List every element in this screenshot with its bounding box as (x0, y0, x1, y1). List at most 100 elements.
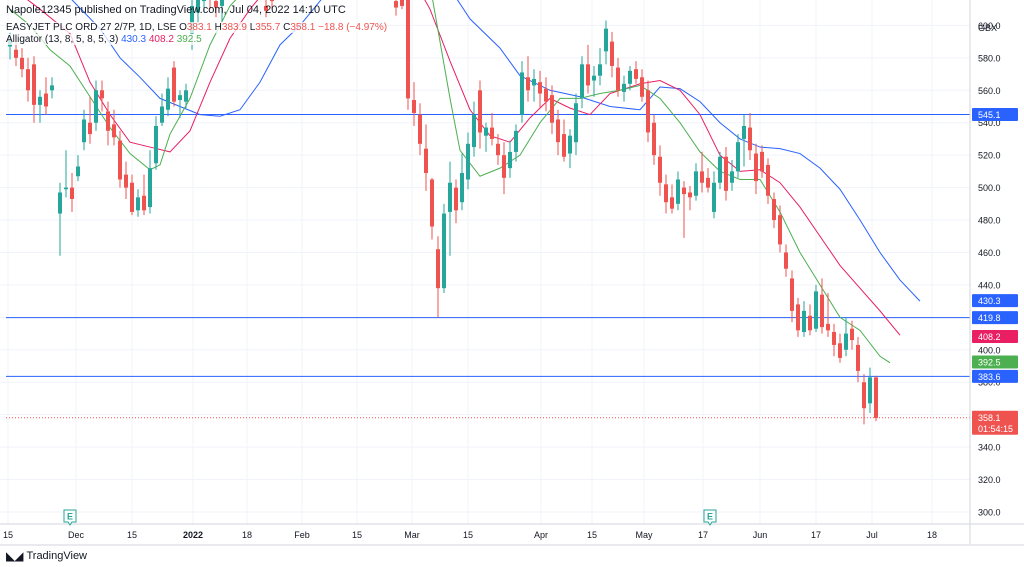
indicator-legend[interactable]: Alligator (13, 8, 5, 8, 5, 3) 430.3 408.… (6, 34, 202, 45)
candle-body (214, 1, 218, 8)
candle-down (424, 124, 428, 191)
candle-body (64, 187, 68, 190)
candle-down (20, 48, 24, 78)
candle-body (604, 28, 608, 52)
candle-body (50, 85, 54, 91)
candle-up (196, 0, 200, 26)
candle-down (562, 119, 566, 162)
candle-up (178, 90, 182, 118)
candle-down (646, 80, 650, 143)
symbol-legend[interactable]: EASYJET PLC ORD 27 2/7P, 1D, LSE O383.1 … (6, 22, 388, 33)
candle-body (478, 90, 482, 133)
candle-body (802, 310, 806, 332)
candle-body (220, 0, 224, 6)
candle-up (508, 140, 512, 178)
candle-body (32, 64, 36, 105)
candle-body (748, 127, 752, 151)
candle-body (676, 179, 680, 204)
candle-body (730, 171, 734, 183)
x-tick-label: May (635, 530, 653, 540)
candle-down (754, 143, 758, 195)
price-label-box (972, 329, 1018, 343)
candle-body (850, 328, 854, 341)
candle-down (394, 0, 398, 16)
candle-body (26, 69, 30, 91)
ohlc-close-label: C (283, 22, 291, 33)
candle-down (796, 297, 800, 337)
candle-body (820, 294, 824, 328)
candle-body (526, 77, 530, 91)
candle-body (178, 95, 182, 101)
tradingview-logo-text: TradingView (26, 550, 88, 562)
candle-body (754, 153, 758, 182)
y-tick-label: 440.0 (978, 280, 1001, 290)
candle-body (760, 151, 764, 172)
candle-down (586, 44, 590, 94)
candle-body (58, 192, 62, 214)
candle-down (26, 57, 30, 102)
candle-up (514, 124, 518, 162)
price-label: 545.1 (972, 107, 1018, 121)
candle-body (454, 187, 458, 211)
candle-up (730, 160, 734, 191)
candle-down (544, 77, 548, 112)
indicator-jaw-value: 430.3 (121, 34, 147, 45)
indicator-lips-value: 392.5 (176, 34, 202, 45)
candle-body (136, 197, 140, 211)
candle-up (568, 129, 572, 169)
x-tick-label: Apr (534, 530, 548, 540)
candle-body (154, 125, 158, 164)
candle-down (88, 96, 92, 144)
candle-body (766, 164, 770, 196)
candle-body (44, 93, 48, 107)
candle-down (640, 69, 644, 102)
candle-down (430, 177, 434, 240)
candle-body (556, 119, 560, 143)
candle-down (32, 56, 36, 123)
candle-body (646, 90, 650, 133)
candle-body (616, 67, 620, 91)
price-label: 419.8 (972, 311, 1018, 325)
candle-down (790, 270, 794, 323)
y-tick-label: 300.0 (978, 508, 1001, 518)
candle-body (868, 377, 872, 404)
x-tick-label: 15 (587, 530, 597, 540)
price-label-box (972, 369, 1018, 383)
candle-body (76, 166, 80, 177)
candle-down (682, 181, 686, 238)
price-label-text: 545.1 (978, 110, 1001, 120)
candle-up (184, 83, 188, 109)
candle-down (850, 320, 854, 350)
event-marker-shape (703, 509, 717, 526)
candle-down (616, 57, 620, 97)
symbol-name: EASYJET PLC ORD 27 2/7P, 1D, LSE (6, 22, 177, 33)
event-marker-label: E (707, 512, 713, 522)
candle-up (802, 301, 806, 337)
candle-up (868, 367, 872, 414)
candle-up (202, 0, 206, 13)
x-tick-label: 18 (927, 530, 937, 540)
candle-down (652, 114, 656, 165)
ohlc-open: 383.1 (186, 22, 212, 33)
y-tick-label: 480.0 (978, 216, 1001, 226)
x-tick-label: 15 (3, 530, 13, 540)
candle-down (172, 61, 176, 107)
publisher-line: Napole12345 published on TradingView.com… (6, 4, 346, 16)
candle-up (622, 75, 626, 102)
candle-body (484, 127, 488, 136)
candle-down (502, 142, 506, 195)
x-tick-label: 15 (352, 530, 362, 540)
candle-up (166, 77, 170, 117)
y-tick-label: 340.0 (978, 443, 1001, 453)
candle-down (700, 151, 704, 193)
ohlc-close: 358.1 (290, 22, 316, 33)
tradingview-logo[interactable]: ◣◢ TradingView (6, 549, 87, 563)
candle-down (670, 184, 674, 214)
candle-body (538, 82, 542, 94)
candle-body (598, 64, 602, 76)
indicator-teeth-value: 408.2 (148, 34, 174, 45)
candle-body (814, 291, 818, 329)
candle-down (106, 101, 110, 146)
candle-down (634, 61, 638, 84)
